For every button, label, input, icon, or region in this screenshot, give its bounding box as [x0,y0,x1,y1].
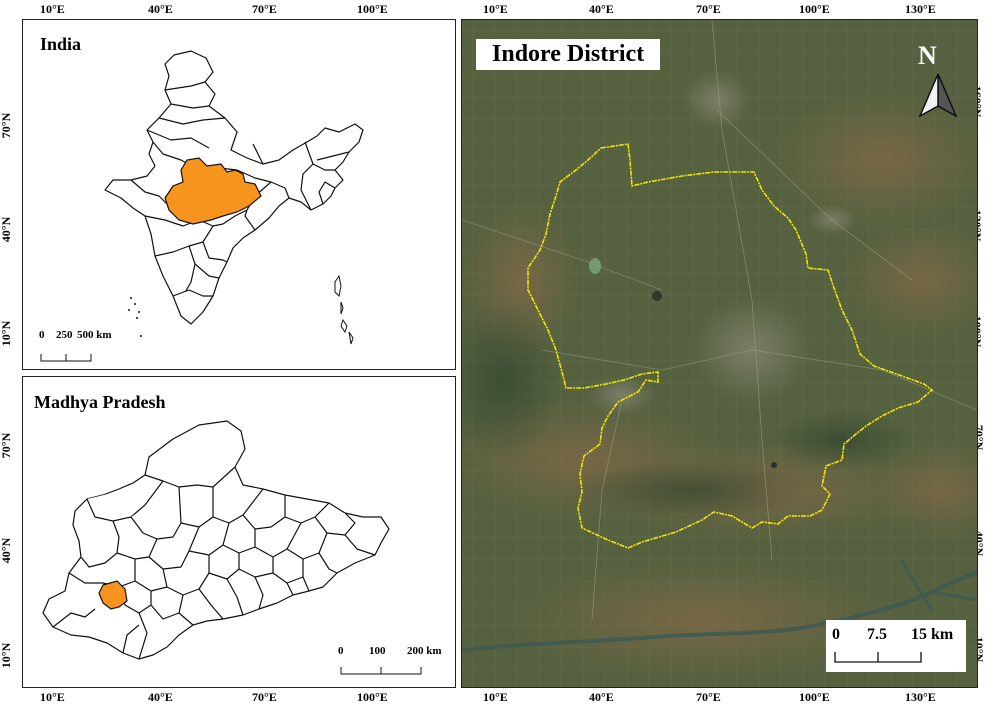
bottom-xtick-left-2: 40°E [148,690,173,704]
top-xtick-right-5: 130°E [905,2,936,16]
satellite-scale-2: 15 km [911,626,954,643]
india-scale-1: 250 [56,329,73,341]
india-panel: India [22,19,456,370]
top-xtick-left-4: 100°E [357,2,388,16]
satellite-image [462,20,977,687]
bottom-xtick-right-3: 70°E [696,690,721,704]
north-arrow-icon [918,73,958,118]
top-xtick-right-2: 40°E [589,2,614,16]
india-mp-highlight [164,157,262,225]
mp-indore-highlight [98,580,128,610]
top-xtick-left-3: 70°E [252,2,277,16]
top-xtick-right-4: 100°E [799,2,830,16]
top-xtick-right-3: 70°E [696,2,721,16]
north-label: N [918,41,937,70]
top-xtick-left-1: 10°E [40,2,65,16]
mp-scale-bar [340,667,422,675]
mp-scale-1: 100 [369,645,386,657]
indore-boundary [527,143,934,549]
ytick-mp-2: 40°N [0,537,14,564]
bottom-xtick-right-2: 40°E [589,690,614,704]
satellite-scale-bar [834,652,922,663]
satellite-scale-0: 0 [832,626,840,643]
ytick-mp-3: 10°N [0,642,14,669]
ytick-india-3: 10°N [0,320,14,347]
top-xtick-left-2: 40°E [148,2,173,16]
mp-title: Madhya Pradesh [34,392,166,412]
bottom-xtick-left-3: 70°E [252,690,277,704]
bottom-xtick-right-1: 10°E [483,690,508,704]
india-scale-2: 500 km [77,329,112,341]
mp-panel: Madhya Pradesh [22,376,456,688]
mp-scale-0: 0 [338,645,344,657]
bottom-xtick-right-5: 130°E [905,690,936,704]
ytick-mp-1: 70°N [0,432,14,459]
mp-scale-2: 200 km [407,645,442,657]
bottom-xtick-left-4: 100°E [357,690,388,704]
india-scale-bar [40,354,92,362]
satellite-scale-box [826,620,966,672]
bottom-xtick-left-1: 10°E [40,690,65,704]
mp-map [42,420,422,675]
india-map [40,50,364,362]
bottom-xtick-right-4: 100°E [799,690,830,704]
ytick-india-1: 70°N [0,112,14,139]
satellite-scale-1: 7.5 [867,626,887,643]
india-scale-0: 0 [39,329,45,341]
satellite-title: Indore District [476,39,661,70]
top-xtick-right-1: 10°E [483,2,508,16]
satellite-panel: Indore District N 0 7.5 15 km [461,19,978,688]
ytick-india-2: 40°N [0,216,14,243]
india-title: India [40,34,82,54]
